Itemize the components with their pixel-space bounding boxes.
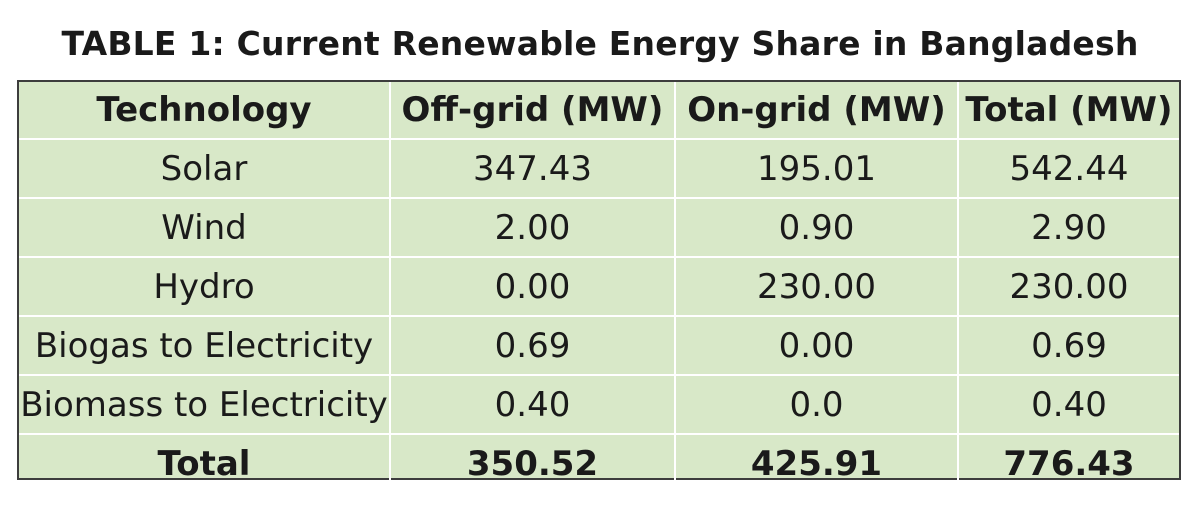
off-grid-cell: 0.40: [389, 374, 676, 435]
total-cell: 0.69: [957, 315, 1179, 376]
table-row: Solar 347.43 195.01 542.44: [19, 138, 1179, 199]
header-total: Total (MW): [957, 82, 1179, 140]
off-grid-total-cell: 350.52: [389, 433, 676, 492]
off-grid-cell: 2.00: [389, 197, 676, 258]
grand-total-cell: 776.43: [957, 433, 1179, 492]
table-row: Wind 2.00 0.90 2.90: [19, 197, 1179, 258]
on-grid-total-cell: 425.91: [674, 433, 959, 492]
table-row: Hydro 0.00 230.00 230.00: [19, 256, 1179, 317]
total-label-cell: Total: [19, 433, 391, 492]
total-cell: 2.90: [957, 197, 1179, 258]
technology-cell: Hydro: [19, 256, 391, 317]
on-grid-cell: 230.00: [674, 256, 959, 317]
on-grid-cell: 0.00: [674, 315, 959, 376]
technology-cell: Biogas to Electricity: [19, 315, 391, 376]
technology-cell: Wind: [19, 197, 391, 258]
header-row: Technology Off-grid (MW) On-grid (MW) To…: [19, 82, 1179, 140]
on-grid-cell: 0.0: [674, 374, 959, 435]
total-cell: 542.44: [957, 138, 1179, 199]
off-grid-cell: 0.00: [389, 256, 676, 317]
header-technology: Technology: [19, 82, 391, 140]
total-row: Total 350.52 425.91 776.43: [19, 433, 1179, 492]
total-cell: 230.00: [957, 256, 1179, 317]
renewable-energy-table: Technology Off-grid (MW) On-grid (MW) To…: [17, 80, 1181, 492]
on-grid-cell: 195.01: [674, 138, 959, 199]
table-row: Biomass to Electricity 0.40 0.0 0.40: [19, 374, 1179, 435]
header-off-grid: Off-grid (MW): [389, 82, 676, 140]
total-cell: 0.40: [957, 374, 1179, 435]
header-on-grid: On-grid (MW): [674, 82, 959, 140]
technology-cell: Solar: [19, 138, 391, 199]
table-caption: TABLE 1: Current Renewable Energy Share …: [61, 24, 1139, 63]
off-grid-cell: 0.69: [389, 315, 676, 376]
on-grid-cell: 0.90: [674, 197, 959, 258]
off-grid-cell: 347.43: [389, 138, 676, 199]
technology-cell: Biomass to Electricity: [19, 374, 391, 435]
table-row: Biogas to Electricity 0.69 0.00 0.69: [19, 315, 1179, 376]
